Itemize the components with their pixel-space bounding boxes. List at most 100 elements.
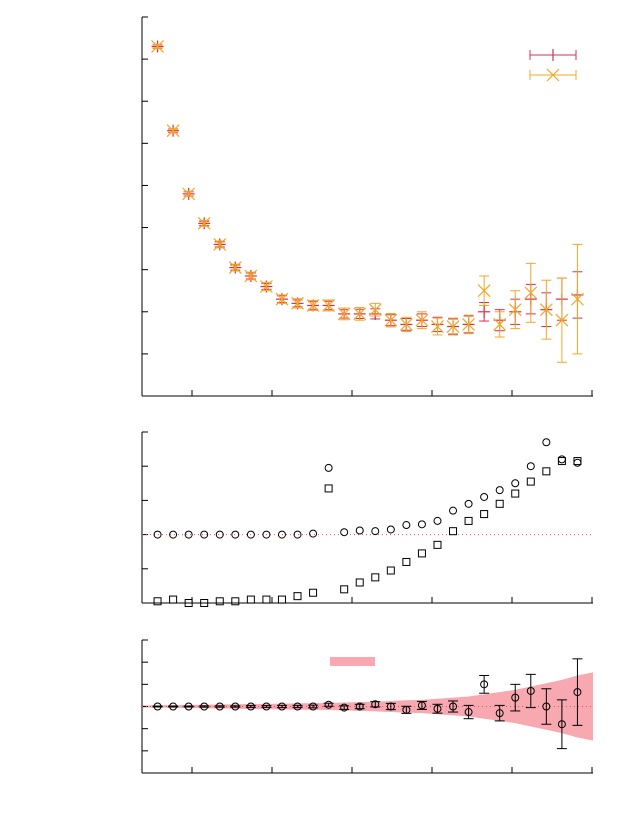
data-point xyxy=(309,529,318,538)
data-point xyxy=(246,530,255,539)
data-point xyxy=(415,313,429,327)
data-point xyxy=(262,595,271,604)
data-point xyxy=(402,557,411,566)
data-point xyxy=(371,700,380,709)
data-point xyxy=(184,530,193,539)
data-point xyxy=(231,597,240,606)
data-point xyxy=(184,702,193,711)
legend-marker xyxy=(546,68,560,82)
data-point xyxy=(277,702,286,711)
data-point xyxy=(340,703,349,712)
data-point xyxy=(431,320,444,333)
data-point xyxy=(495,709,504,718)
data-point xyxy=(526,462,535,471)
data-point xyxy=(244,269,258,283)
data-point xyxy=(557,720,566,729)
data-point xyxy=(353,307,367,321)
data-point xyxy=(402,705,411,714)
data-point xyxy=(200,702,209,711)
data-point xyxy=(228,261,242,274)
data-point xyxy=(340,585,349,594)
data-point xyxy=(386,525,395,534)
legend-swatch xyxy=(330,657,375,666)
data-point xyxy=(511,489,520,498)
data-point xyxy=(293,530,302,539)
data-point xyxy=(511,479,520,488)
top-panel xyxy=(141,16,593,397)
data-point xyxy=(433,516,442,525)
data-point xyxy=(231,702,240,711)
data-point xyxy=(526,477,535,486)
data-point xyxy=(262,702,271,711)
data-point xyxy=(324,700,333,709)
series-1 xyxy=(152,658,583,750)
data-point xyxy=(213,237,227,251)
data-point xyxy=(480,510,489,519)
data-point xyxy=(291,296,304,310)
data-point xyxy=(215,702,224,711)
data-point xyxy=(184,599,193,607)
data-point xyxy=(508,303,522,317)
middle-panel xyxy=(141,431,593,607)
data-point xyxy=(557,457,566,466)
data-point xyxy=(182,187,196,201)
series-2 xyxy=(153,457,582,607)
data-point xyxy=(262,530,271,539)
data-point xyxy=(277,530,286,539)
data-point xyxy=(493,317,507,331)
data-point xyxy=(464,516,473,525)
data-point xyxy=(200,599,209,607)
data-point xyxy=(200,530,209,539)
data-point xyxy=(449,506,458,515)
data-point xyxy=(464,499,473,508)
data-point xyxy=(480,680,489,689)
data-point xyxy=(417,520,426,529)
data-point xyxy=(153,702,162,711)
data-point xyxy=(462,317,476,331)
data-point xyxy=(277,595,286,604)
data-point xyxy=(573,688,582,697)
data-point xyxy=(355,526,364,535)
data-point xyxy=(153,530,162,539)
series-2 xyxy=(151,40,584,363)
data-point xyxy=(215,530,224,539)
data-point xyxy=(371,573,380,582)
data-point xyxy=(446,320,460,333)
data-point xyxy=(464,708,473,717)
data-point xyxy=(417,549,426,558)
data-point xyxy=(433,540,442,549)
data-point xyxy=(555,313,569,327)
data-point xyxy=(557,455,566,464)
data-point xyxy=(371,527,380,536)
data-point xyxy=(275,292,289,306)
data-point xyxy=(399,317,413,331)
data-point xyxy=(259,280,273,293)
data-point xyxy=(306,299,320,312)
data-point xyxy=(542,467,551,476)
data-point xyxy=(386,702,395,711)
data-point xyxy=(355,578,364,587)
data-point xyxy=(231,530,240,539)
data-point xyxy=(433,704,442,713)
data-point xyxy=(511,693,520,702)
legend xyxy=(529,49,577,82)
data-point xyxy=(355,702,364,711)
data-point xyxy=(151,40,164,53)
data-point xyxy=(169,530,178,539)
data-point xyxy=(340,528,349,537)
data-point xyxy=(571,292,584,306)
data-point xyxy=(542,438,551,447)
data-point xyxy=(386,566,395,575)
data-point xyxy=(573,457,582,466)
data-point xyxy=(480,492,489,501)
data-point xyxy=(368,303,382,317)
data-point xyxy=(539,303,553,317)
data-point xyxy=(322,299,336,312)
data-point xyxy=(293,702,302,711)
data-point xyxy=(246,702,255,711)
data-point xyxy=(337,307,351,321)
data-point xyxy=(495,486,504,495)
data-point xyxy=(526,686,535,695)
uncertainty-band xyxy=(142,672,593,741)
data-point xyxy=(197,216,211,230)
